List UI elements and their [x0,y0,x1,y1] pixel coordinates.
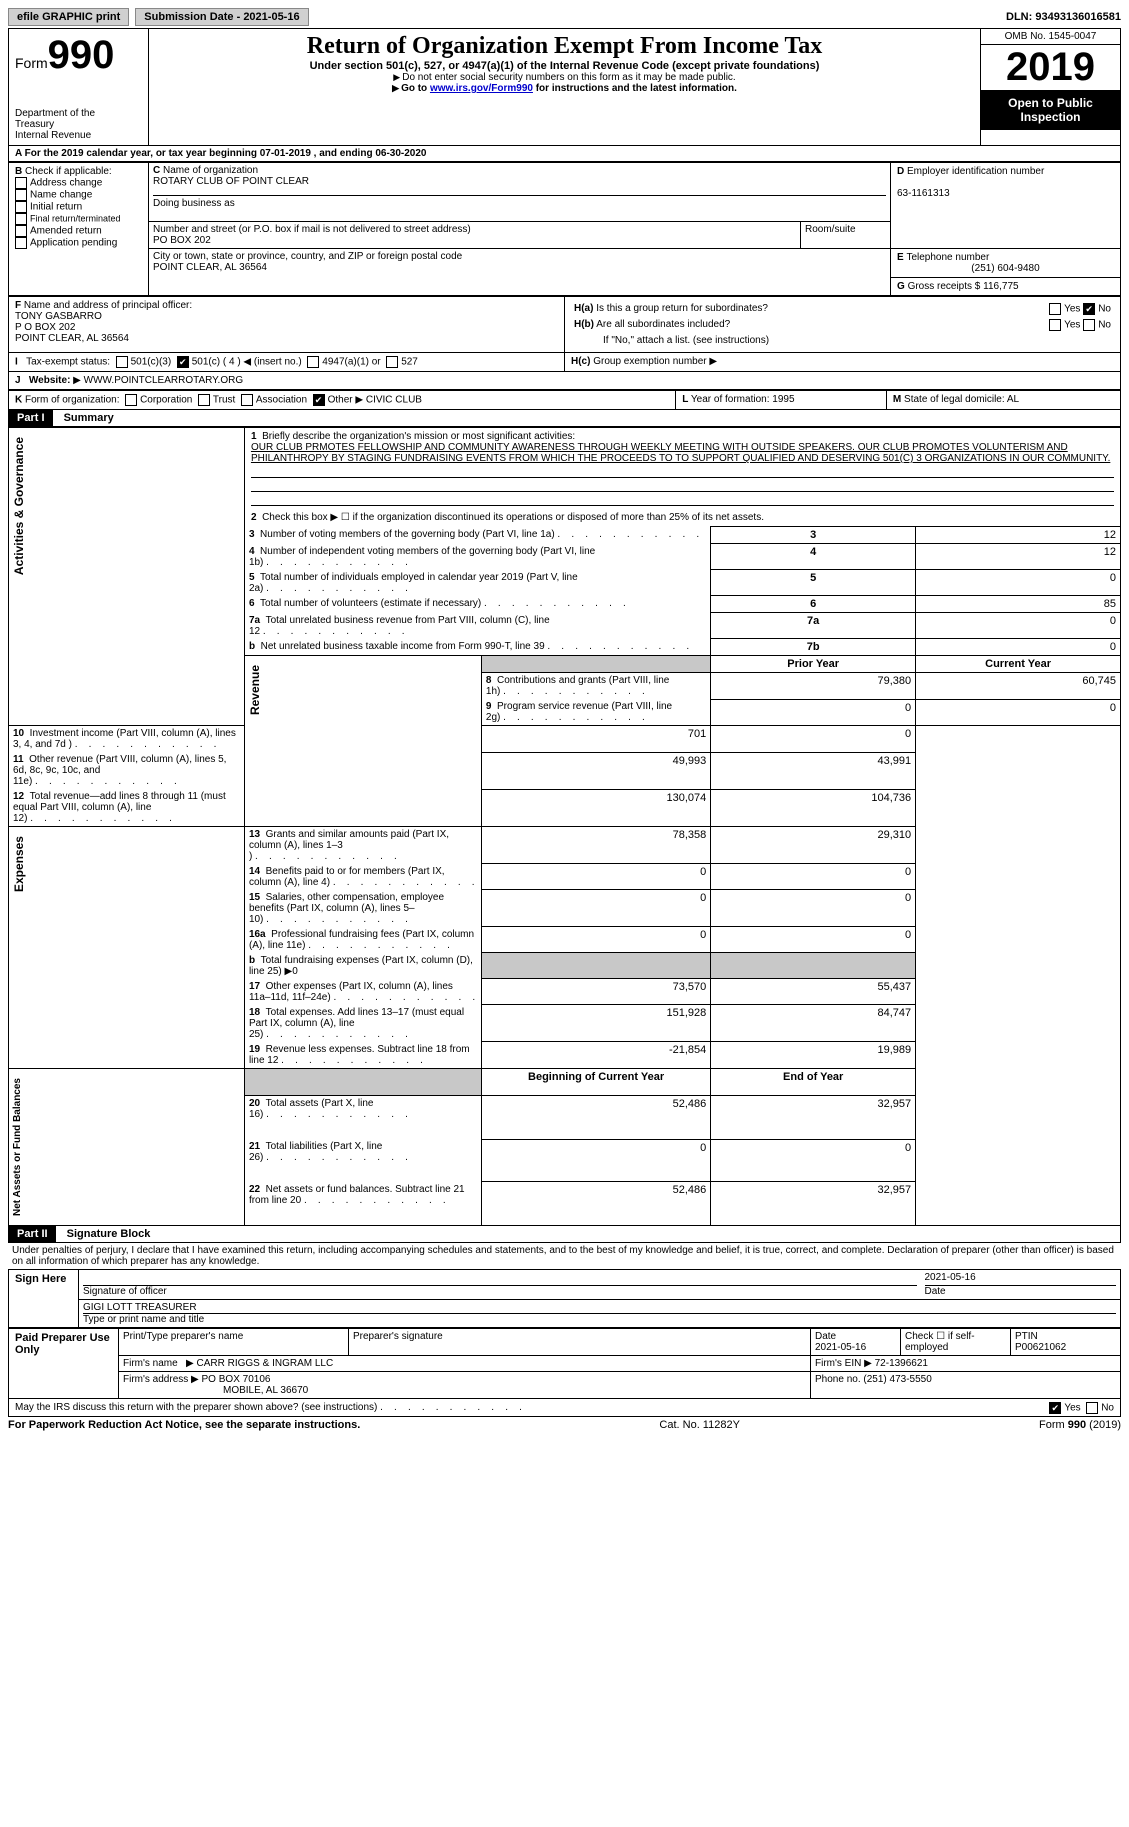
part1-header: Part I Summary [8,410,1121,427]
side-rev: Revenue [246,657,264,723]
org-city: POINT CLEAR, AL 36564 [153,262,267,273]
signature-table: Sign Here Signature of officer 2021-05-1… [8,1269,1121,1328]
mission-text: OUR CLUB PRMOTES FELLOWSHIP AND COMMUNIT… [251,442,1110,464]
side-ag: Activities & Governance [10,429,28,583]
dept-label: Department of the Treasury Internal Reve… [15,108,142,141]
org-address: PO BOX 202 [153,235,211,246]
org-name: ROTARY CLUB OF POINT CLEAR [153,176,309,187]
declaration: Under penalties of perjury, I declare th… [8,1243,1121,1269]
line-a: A For the 2019 calendar year, or tax yea… [8,146,1121,162]
website: WWW.POINTCLEARROTARY.ORG [84,375,243,386]
footer: For Paperwork Reduction Act Notice, see … [8,1419,1121,1431]
part2-header: Part II Signature Block [8,1226,1121,1243]
phone: (251) 604-9480 [897,263,1114,274]
org-type-table: K Form of organization: Corporation Trus… [8,390,1121,410]
side-na: Net Assets or Fund Balances [10,1070,25,1224]
top-bar: efile GRAPHIC print Submission Date - 20… [8,8,1121,26]
form-subtitle: Under section 501(c), 527, or 4947(a)(1)… [155,60,974,72]
efile-print-button[interactable]: efile GRAPHIC print [8,8,129,26]
form-note2: Go to www.irs.gov/Form990 for instructio… [155,83,974,94]
submission-date-button[interactable]: Submission Date - 2021-05-16 [135,8,308,26]
gross-receipts: 116,775 [983,281,1018,292]
officer-group-table: F Name and address of principal officer:… [8,296,1121,390]
discuss-line: May the IRS discuss this return with the… [8,1399,1121,1417]
year-box: OMB No. 1545-0047 2019 Open to Public In… [981,29,1120,130]
header-table: Form990 Department of the Treasury Inter… [8,28,1121,146]
form-note1: Do not enter social security numbers on … [155,72,974,83]
ein: 63-1161313 [897,188,950,199]
identity-table: B Check if applicable: Address change Na… [8,162,1121,296]
dln-label: DLN: 93493136016581 [1006,11,1121,23]
preparer-table: Paid Preparer Use Only Print/Type prepar… [8,1328,1121,1399]
form-number: Form990 [15,33,142,78]
summary-table: Activities & Governance 1 Briefly descri… [8,427,1121,1226]
irs-link[interactable]: www.irs.gov/Form990 [430,83,533,94]
side-exp: Expenses [10,828,28,900]
form-title: Return of Organization Exempt From Incom… [155,33,974,60]
